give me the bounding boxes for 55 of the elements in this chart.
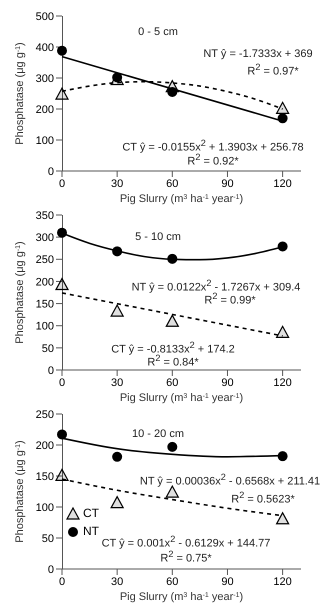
annotation: 5 - 10 cm: [135, 231, 181, 243]
annotation: CT ŷ = -0.8133x$^{2}$ + 174.2: [111, 340, 235, 356]
x-axis-title: Pig Slurry (m$^{3}$ ha$^{-1}$ year$^{-1}$): [120, 193, 244, 205]
y-tick-label: 0: [48, 166, 54, 178]
x-tick-label: 0: [58, 178, 66, 190]
annotation: R$^{2}$ = 0.92*: [187, 152, 239, 168]
y-tick-label: 350: [36, 210, 54, 222]
y-tick-label: 100: [36, 320, 54, 333]
x-tick-label: 120: [273, 376, 292, 389]
y-tick-label: 150: [36, 298, 54, 310]
x-tick-label: 60: [166, 178, 178, 190]
annotation: R$^{2}$ = 0.99*: [204, 291, 256, 307]
y-tick-label: 50: [42, 342, 54, 355]
x-tick-label: 90: [221, 576, 234, 588]
y-tick-label: 250: [36, 408, 54, 421]
y-tick-label: 0: [48, 564, 54, 576]
annotation: CT ŷ = -0.0155x$^{2}$ + 1.3903x + 256.78: [122, 138, 304, 154]
y-tick-label: 500: [36, 10, 54, 23]
y-tick-label: 0: [48, 364, 54, 377]
annotation: NT ŷ = -1.7333x + 369: [203, 48, 313, 60]
annotation: 0 - 5 cm: [138, 26, 178, 38]
annotation: CT ŷ = 0.001x$^{2}$ - 0.6129x + 144.77: [102, 534, 270, 550]
x-tick-label: 30: [111, 376, 124, 389]
x-tick-label: 120: [273, 576, 292, 588]
y-tick-label: 100: [36, 502, 54, 514]
annotation: NT ŷ = 0.0122x$^{2}$ - 1.7267x + 309.4: [132, 278, 300, 294]
annotation: R$^{2}$ = 0.97*: [247, 62, 299, 78]
x-tick-label: 90: [221, 376, 234, 389]
y-tick-label: 200: [36, 440, 54, 452]
x-tick-label: 60: [166, 576, 178, 588]
legend-label: CT: [83, 505, 99, 522]
y-tick-label: 200: [36, 104, 54, 116]
x-tick-label: 0: [58, 576, 66, 588]
x-tick-label: 120: [273, 178, 292, 190]
y-tick-label: 250: [36, 254, 54, 266]
annotation: 10 - 20 cm: [132, 428, 184, 440]
y-tick-label: 200: [36, 276, 54, 288]
y-tick-label: 50: [42, 532, 54, 545]
x-tick-label: 30: [111, 576, 124, 588]
legend-label: NT: [83, 523, 99, 540]
y-tick-label: 300: [36, 232, 54, 244]
x-tick-label: 0: [58, 376, 66, 389]
y-tick-label: 150: [36, 470, 54, 483]
x-tick-label: 60: [166, 376, 178, 389]
annotation: R$^{2}$ = 0.84*: [147, 353, 199, 369]
y-tick-label: 300: [36, 72, 54, 85]
annotation: R$^{2}$ = 0.75*: [160, 549, 212, 565]
y-tick-label: 400: [36, 42, 54, 54]
y-tick-label: 100: [36, 134, 54, 147]
x-axis-title: Pig Slurry (m$^{3}$ ha$^{-1}$ year$^{-1}$): [120, 392, 244, 404]
x-tick-label: 90: [221, 178, 234, 190]
x-tick-label: 30: [111, 178, 124, 190]
x-axis-title: Pig Slurry (m$^{3}$ ha$^{-1}$ year$^{-1}$): [120, 591, 244, 603]
annotation: NT ŷ = 0.00036x$^{2}$ - 0.6568x + 211.41: [140, 472, 320, 488]
annotation: R$^{2}$ = 0.5623*: [231, 490, 295, 506]
